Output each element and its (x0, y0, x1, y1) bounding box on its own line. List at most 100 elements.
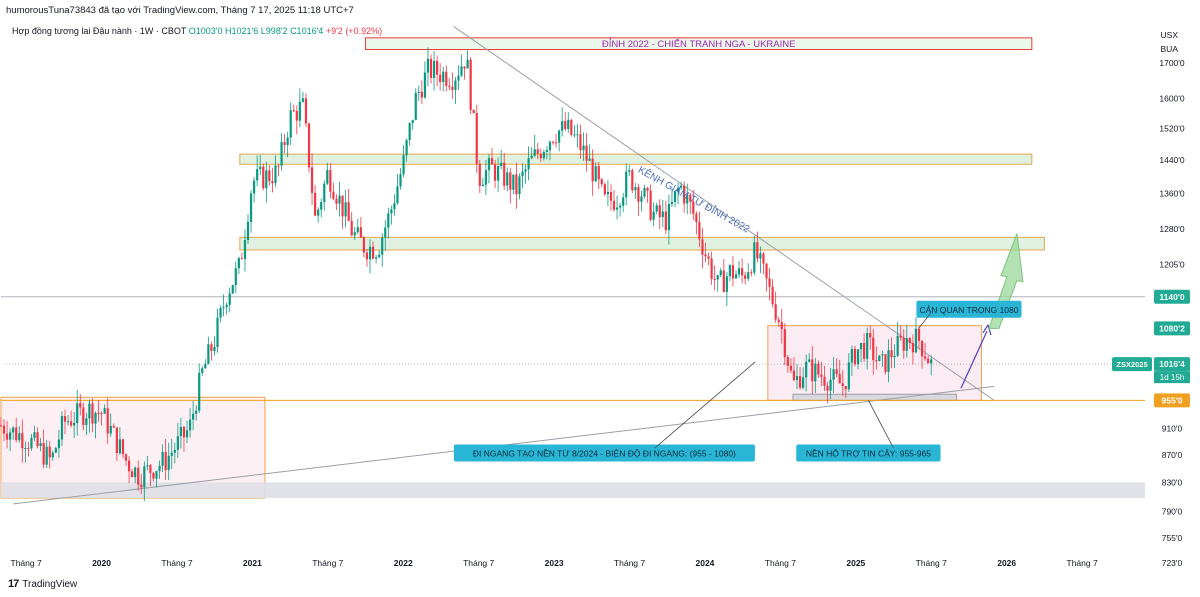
x-tick-label: 2022 (394, 558, 413, 568)
candle-body (298, 101, 301, 121)
candle-body (73, 423, 76, 426)
candle-body (390, 209, 393, 214)
candle-body (649, 190, 652, 220)
candle-body (509, 172, 512, 190)
candle-body (893, 355, 896, 358)
candle-body (5, 433, 9, 440)
y-tick-label: 910'0 (1162, 424, 1183, 434)
candle-body (219, 307, 222, 318)
candle-body (588, 158, 591, 161)
candle-body (429, 58, 433, 78)
candle-body (689, 194, 692, 202)
y-tick-label: 1520'0 (1159, 124, 1185, 134)
price-tag (1154, 393, 1190, 408)
candle-body (353, 232, 356, 236)
candle-body (850, 349, 854, 363)
candle-body (603, 184, 606, 195)
candle-body (753, 242, 756, 273)
y-tick-label: 1205'0 (1159, 259, 1185, 269)
candle-body (795, 376, 799, 381)
candle-body (554, 142, 558, 144)
price-tag-label: 955'0 (1162, 395, 1183, 405)
candle-body (381, 237, 384, 255)
candle-body (786, 357, 789, 366)
x-tick-label: Tháng 7 (463, 558, 494, 568)
candle-body (274, 165, 277, 184)
candle-body (856, 349, 860, 365)
candle-body (158, 465, 161, 472)
candle-body (591, 158, 594, 182)
candle-body (497, 166, 500, 181)
accumulation-zone-2019 (0, 396, 266, 499)
up-arrow-head (982, 323, 992, 336)
candle-body (576, 134, 579, 136)
unit-label: BUA (1160, 44, 1178, 54)
candle-body (112, 425, 115, 428)
y-tick-label: 1440'0 (1159, 155, 1185, 165)
x-tick-label: 2020 (92, 558, 111, 568)
candle-body (378, 254, 381, 258)
x-tick-label: Tháng 7 (11, 558, 42, 568)
sideway-label-box (453, 444, 755, 462)
tradingview-footer: 17 TradingView (8, 578, 77, 590)
candle-body (512, 174, 515, 190)
candle-body (600, 179, 603, 185)
candle-body (536, 149, 539, 154)
candle-body (884, 354, 887, 372)
candle-body (283, 142, 286, 146)
candle-body (567, 119, 570, 129)
candle-body (741, 268, 744, 276)
candle-body (15, 427, 18, 441)
candle-body (393, 203, 396, 210)
candle-body (286, 137, 289, 146)
x-tick-label: Tháng 7 (1067, 558, 1098, 568)
candle-body (317, 209, 320, 216)
candle-body (924, 356, 927, 359)
candle-body (640, 196, 643, 202)
candle-body (731, 265, 735, 279)
candle-body (131, 471, 134, 478)
candle-body (869, 332, 872, 338)
candle-body (463, 66, 466, 69)
candle-body (371, 246, 375, 259)
candle-body (518, 176, 521, 195)
y-tick-label: 1360'0 (1159, 189, 1185, 199)
candle-body (490, 158, 494, 165)
x-tick-label: 2025 (846, 558, 865, 568)
candle-body (622, 197, 625, 206)
candle-body (445, 71, 448, 86)
candle-body (548, 141, 552, 151)
candle-body (271, 181, 274, 184)
symbol-tag-label: ZSX2025 (1116, 360, 1147, 369)
candle-body (222, 307, 225, 309)
candle-body (164, 451, 167, 470)
y-tick-label: 723'0 (1162, 558, 1183, 568)
currency-label: USX (1160, 30, 1178, 40)
candle-body (207, 344, 210, 364)
candle-body (57, 439, 61, 449)
ohlc-low: L998'2 (260, 26, 288, 36)
ohlc-close: C1016'4 (290, 26, 324, 36)
candle-body (628, 170, 631, 172)
candle-body (399, 174, 402, 187)
top-2022-zone-label: ĐỈNH 2022 - CHIẾN TRANH NGA - UKRAINE (602, 38, 796, 50)
candle-body (432, 60, 436, 78)
candle-body (542, 151, 545, 159)
candle-body (817, 363, 820, 375)
support-base-zone (792, 393, 957, 401)
candle-body (789, 365, 793, 371)
candle-body (564, 121, 567, 129)
candle-body (500, 162, 503, 167)
candle-body (204, 363, 207, 369)
candle-body (762, 253, 765, 264)
candle-body (798, 376, 802, 388)
candle-body (533, 149, 536, 156)
attribution-text: humorousTuna73843 đã tạo với TradingView… (6, 5, 354, 16)
candle-body (314, 192, 317, 216)
candle-body (558, 130, 561, 143)
candle-body (545, 150, 549, 152)
candle-body (734, 274, 738, 279)
candle-body (582, 145, 585, 151)
candle-body (216, 317, 219, 347)
